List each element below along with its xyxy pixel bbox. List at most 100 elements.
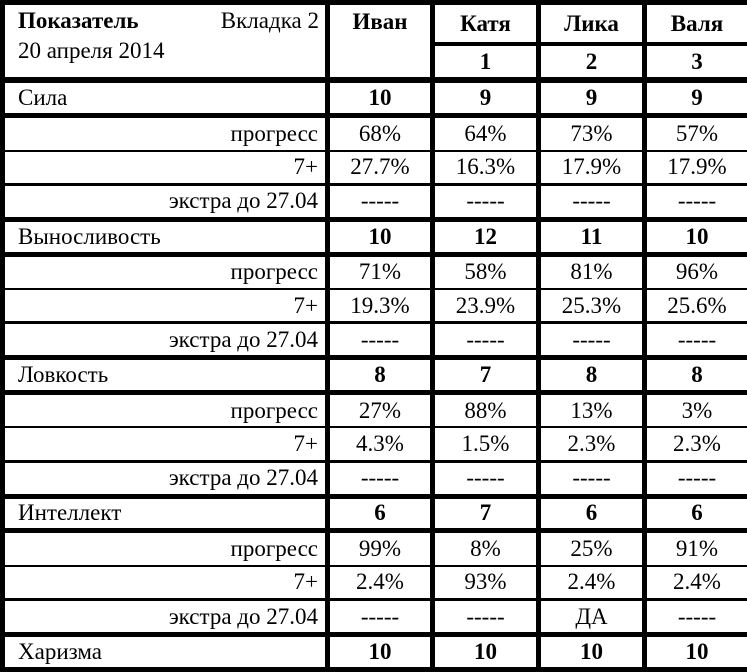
- progress-cell: 81%: [536, 254, 645, 290]
- extra-row: экстра до 27.04 ----- ----- ----- -----: [0, 322, 747, 361]
- student-name-cell: Лика: [536, 2, 645, 47]
- progress-row: прогресс 27% 88% 13% 3%: [0, 392, 747, 429]
- section-name-cell: Выносливость: [0, 219, 328, 257]
- section-name-cell: Ловкость: [0, 357, 328, 395]
- student-name-cell: Валя: [642, 2, 747, 47]
- extra-cell: -----: [430, 184, 539, 222]
- progress-cell: 91%: [642, 530, 747, 567]
- seven-plus-cell: 2.3%: [536, 427, 645, 463]
- seven-plus-cell: 27.7%: [325, 150, 433, 186]
- student-name-cell: Катя: [430, 2, 539, 47]
- score-cell: 8: [642, 357, 747, 395]
- score-cell: 8: [536, 357, 645, 395]
- progress-cell: 3%: [642, 392, 747, 429]
- extra-cell: -----: [642, 599, 747, 637]
- progress-cell: 88%: [430, 392, 539, 429]
- row-label-cell: 7+: [0, 427, 328, 463]
- extra-cell: -----: [430, 461, 539, 499]
- progress-cell: 58%: [430, 254, 539, 290]
- score-cell: 10: [430, 634, 539, 670]
- score-cell: 10: [325, 80, 433, 119]
- progress-cell: 13%: [536, 392, 645, 429]
- extra-cell: -----: [325, 461, 433, 499]
- student-name-cell: Иван: [325, 2, 433, 84]
- score-cell: 7: [430, 496, 539, 534]
- score-cell: 10: [642, 219, 747, 257]
- extra-row: экстра до 27.04 ----- ----- ----- -----: [0, 184, 747, 222]
- extra-cell: -----: [536, 322, 645, 361]
- extra-cell: -----: [536, 461, 645, 499]
- student-number-cell: 1: [430, 44, 539, 84]
- extra-cell: -----: [325, 184, 433, 222]
- seven-plus-cell: 2.4%: [536, 565, 645, 602]
- extra-cell: -----: [642, 322, 747, 361]
- score-cell: 8: [325, 357, 433, 395]
- section-row: Сила 10 9 9 9: [0, 80, 747, 119]
- progress-row: прогресс 71% 58% 81% 96%: [0, 254, 747, 290]
- seven-plus-cell: 2.3%: [642, 427, 747, 463]
- score-cell: 9: [430, 80, 539, 119]
- extra-row: экстра до 27.04 ----- ----- ДА -----: [0, 599, 747, 637]
- student-number-cell: 3: [642, 44, 747, 84]
- row-label-cell: прогресс: [0, 115, 328, 152]
- seven-plus-cell: 93%: [430, 565, 539, 602]
- score-cell: 12: [430, 219, 539, 257]
- score-cell: 6: [642, 496, 747, 534]
- progress-cell: 27%: [325, 392, 433, 429]
- seven-plus-cell: 16.3%: [430, 150, 539, 186]
- extra-cell: -----: [430, 599, 539, 637]
- progress-row: прогресс 68% 64% 73% 57%: [0, 115, 747, 152]
- row-label-cell: прогресс: [0, 254, 328, 290]
- section-row: Интеллект 6 7 6 6: [0, 496, 747, 534]
- extra-cell: -----: [642, 461, 747, 499]
- header-date: 20 апреля 2014: [18, 38, 165, 63]
- seven-plus-cell: 17.9%: [642, 150, 747, 186]
- seven-plus-cell: 2.4%: [325, 565, 433, 602]
- progress-row: прогресс 99% 8% 25% 91%: [0, 530, 747, 567]
- seven-plus-cell: 4.3%: [325, 427, 433, 463]
- seven-plus-row: 7+ 19.3% 23.9% 25.3% 25.6%: [0, 288, 747, 325]
- progress-cell: 73%: [536, 115, 645, 152]
- row-label-cell: прогресс: [0, 392, 328, 429]
- seven-plus-cell: 19.3%: [325, 288, 433, 325]
- header-row-names: Показатель Вкладка 2 20 апреля 2014 Иван…: [0, 2, 747, 84]
- score-cell: 6: [325, 496, 433, 534]
- section-row: Харизма 10 10 10 10: [0, 634, 747, 670]
- extra-cell: -----: [430, 322, 539, 361]
- progress-cell: 57%: [642, 115, 747, 152]
- progress-cell: 64%: [430, 115, 539, 152]
- score-cell: 9: [536, 80, 645, 119]
- section-row: Выносливость 10 12 11 10: [0, 219, 747, 257]
- seven-plus-row: 7+ 2.4% 93% 2.4% 2.4%: [0, 565, 747, 602]
- page-title: Показатель: [18, 8, 139, 33]
- progress-cell: 71%: [325, 254, 433, 290]
- header-row-numbers: 1 2 3: [3, 44, 747, 84]
- header-tab-label: Вкладка 2: [220, 8, 319, 33]
- indicator-header-cell: Показатель Вкладка 2 20 апреля 2014: [0, 2, 328, 84]
- progress-cell: 99%: [325, 530, 433, 567]
- progress-cell: 25%: [536, 530, 645, 567]
- seven-plus-cell: 1.5%: [430, 427, 539, 463]
- row-label-cell: прогресс: [0, 530, 328, 567]
- section-row: Ловкость 8 7 8 8: [0, 357, 747, 395]
- section-name-cell: Сила: [0, 80, 328, 119]
- score-cell: 11: [536, 219, 645, 257]
- progress-cell: 68%: [325, 115, 433, 152]
- score-cell: 9: [642, 80, 747, 119]
- seven-plus-cell: 25.3%: [536, 288, 645, 325]
- seven-plus-row: 7+ 4.3% 1.5% 2.3% 2.3%: [0, 427, 747, 463]
- section-name-cell: Интеллект: [0, 496, 328, 534]
- extra-cell: -----: [325, 322, 433, 361]
- progress-cell: 8%: [430, 530, 539, 567]
- score-cell: 10: [325, 219, 433, 257]
- extra-cell: ДА: [536, 599, 645, 637]
- seven-plus-cell: 23.9%: [430, 288, 539, 325]
- extra-cell: -----: [536, 184, 645, 222]
- seven-plus-cell: 17.9%: [536, 150, 645, 186]
- row-label-cell: экстра до 27.04: [0, 322, 328, 361]
- score-cell: 7: [430, 357, 539, 395]
- score-cell: 10: [325, 634, 433, 670]
- score-cell: 10: [536, 634, 645, 670]
- extra-cell: -----: [642, 184, 747, 222]
